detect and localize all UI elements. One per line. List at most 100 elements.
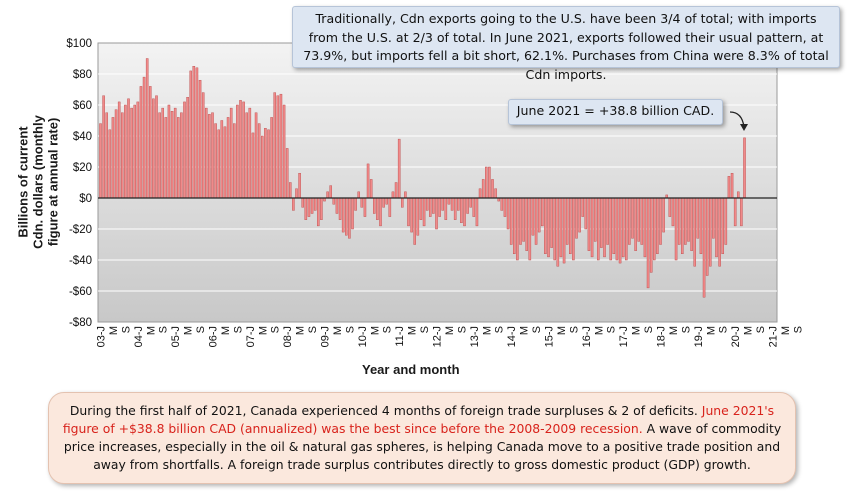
bar [198,79,202,199]
bar [391,191,395,199]
bar [509,197,513,245]
bar [99,123,102,199]
bar [145,58,149,199]
bar [681,197,684,254]
bar [142,76,146,199]
bar [600,197,603,248]
bar [709,197,712,267]
bar [615,197,619,261]
bar [587,197,591,251]
bar [478,188,482,199]
summary-note: During the first half of 2021, Canada ex… [48,392,796,484]
x-tick-label: M [668,326,680,335]
bar [208,114,211,199]
bar [335,197,339,214]
x-tick-label: S [643,326,655,333]
x-tick-label: 04-J [133,326,145,347]
bar [111,117,115,199]
x-tick-label: M [743,326,755,335]
bar [656,197,659,254]
bar [170,110,174,199]
y-tick-label: -$40 [69,255,92,267]
bar [503,197,507,217]
bar [105,112,108,199]
bar [394,182,398,199]
bar [102,95,105,199]
bar [124,104,127,199]
bar [130,107,133,199]
y-tick-label: $100 [66,38,92,50]
bar [192,66,196,199]
bar [329,185,332,199]
bar [205,107,208,199]
x-tick-label: 18-J [656,326,668,347]
bar [282,104,286,199]
x-tick-label: S [606,326,618,333]
bar [401,197,404,208]
bar [301,197,304,208]
bar [593,197,597,242]
bar [475,197,479,227]
x-tick-label: M [220,326,232,335]
x-tick-label: S [419,326,431,333]
bar [534,197,538,245]
bar [264,128,267,199]
bar [441,197,444,211]
bar [307,197,311,217]
bar [177,117,180,199]
x-tick-label: 07-J [245,326,257,347]
bar [121,112,124,199]
bar [705,197,709,276]
bar [491,179,494,199]
bar [326,191,329,199]
x-tick-label: M [780,326,792,335]
x-tick-label: M [257,326,269,335]
bar [186,97,189,199]
bar [236,104,239,199]
x-tick-label: S [158,326,170,333]
bar [712,197,715,239]
x-tick-label: M [631,326,643,335]
bar [696,197,700,239]
bar [506,197,510,230]
x-tick-label: 10-J [357,326,369,347]
x-tick-label: S [792,326,804,333]
bar [270,117,273,199]
bar [379,197,382,227]
x-tick-label: M [369,326,381,335]
bar [195,67,199,199]
bar [525,197,528,251]
bar [245,112,248,199]
x-tick-label: 12-J [432,326,444,347]
bar [547,197,550,258]
bar [575,197,578,239]
bar [740,197,743,227]
bar [544,197,547,254]
bar [407,197,410,227]
bar [668,197,672,217]
bar [727,176,731,199]
bar [136,101,140,199]
bar [220,120,224,199]
bar [354,197,357,211]
bar [687,197,690,242]
bar [737,191,740,199]
bar [450,197,454,211]
bar [117,101,121,199]
bar [702,197,706,298]
bar [572,197,575,261]
bar [447,197,451,205]
bar [348,197,351,239]
bar [590,197,594,258]
bar [373,197,376,214]
x-tick-label: 06-J [208,326,220,347]
bar [537,197,541,233]
bar [618,197,622,264]
bar [516,197,519,261]
bar [693,197,696,267]
bar [485,166,488,199]
bar [276,95,280,199]
x-tick-label: M [108,326,120,335]
bar [578,197,581,233]
